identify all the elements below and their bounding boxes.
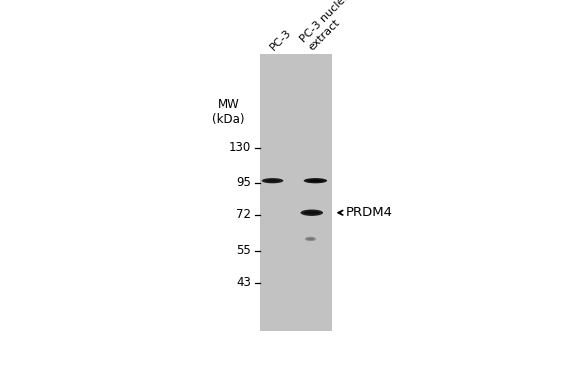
Ellipse shape	[305, 237, 316, 241]
Ellipse shape	[300, 209, 323, 216]
Text: PC-3 nuclear
extract: PC-3 nuclear extract	[299, 0, 364, 53]
Ellipse shape	[304, 178, 327, 183]
Text: PRDM4: PRDM4	[346, 206, 393, 219]
Ellipse shape	[307, 238, 314, 240]
Ellipse shape	[304, 211, 320, 214]
Text: 55: 55	[236, 244, 251, 257]
Ellipse shape	[307, 180, 324, 182]
Ellipse shape	[265, 180, 280, 182]
Text: 130: 130	[229, 141, 251, 154]
Text: PC-3: PC-3	[268, 28, 293, 53]
Text: 95: 95	[236, 176, 251, 189]
Text: 43: 43	[236, 276, 251, 289]
Text: 72: 72	[236, 208, 251, 221]
Bar	[260, 54, 332, 331]
Ellipse shape	[262, 178, 283, 183]
Text: MW
(kDa): MW (kDa)	[212, 98, 244, 126]
